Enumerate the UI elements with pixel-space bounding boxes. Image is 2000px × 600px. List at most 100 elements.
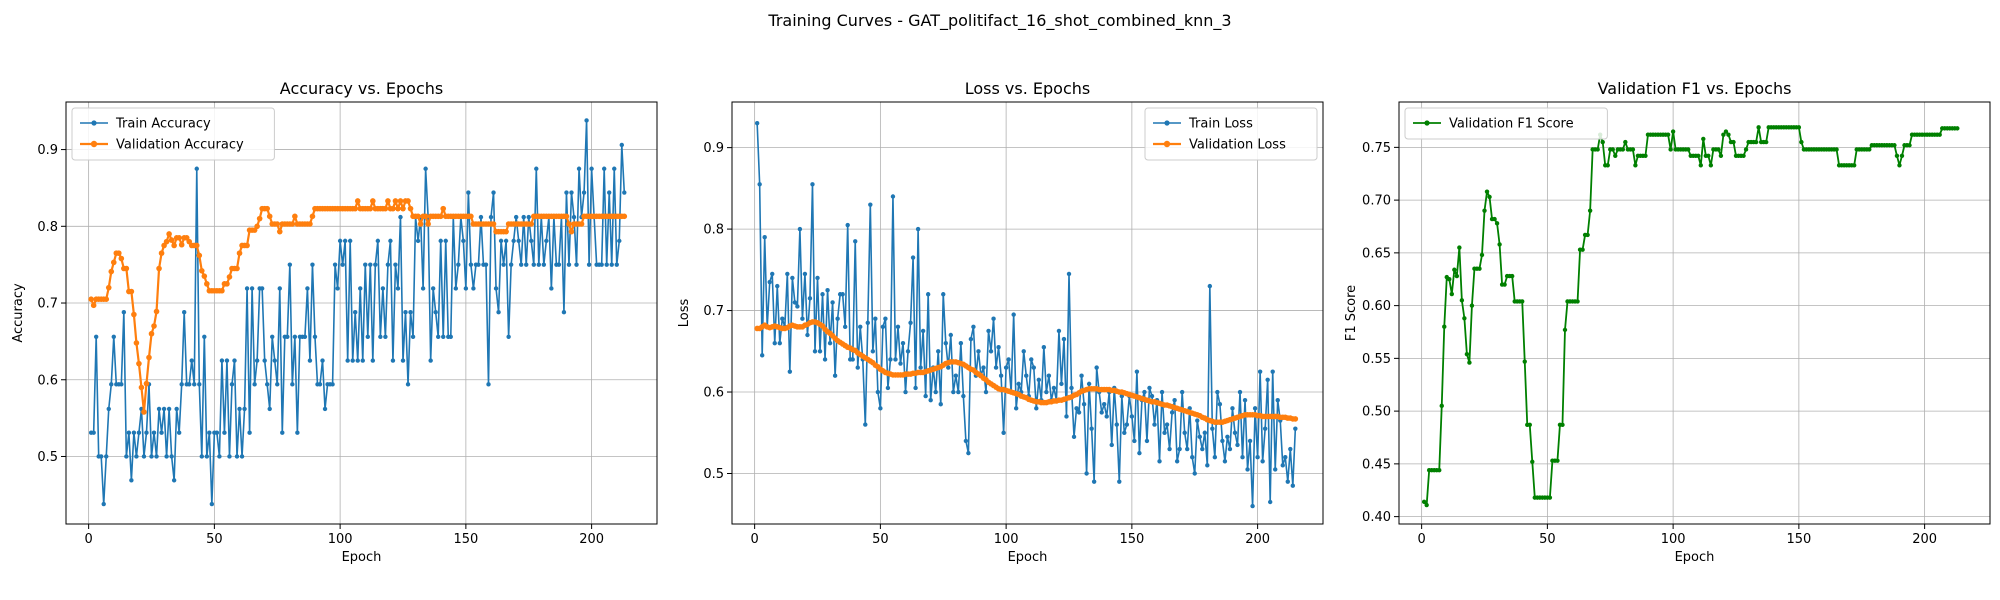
data-point <box>307 358 313 363</box>
data-point <box>1210 426 1215 431</box>
data-point <box>561 310 567 315</box>
data-point <box>493 286 499 291</box>
data-point <box>910 255 916 260</box>
data-point <box>224 281 230 287</box>
data-point <box>1137 450 1142 456</box>
data-point <box>578 221 585 227</box>
data-point <box>933 389 938 395</box>
series-train-accuracy <box>88 118 627 507</box>
data-point <box>759 353 765 358</box>
data-point <box>617 238 622 244</box>
data-point <box>1633 163 1638 168</box>
data-point <box>1076 410 1082 415</box>
y-tick-label: 0.5 <box>703 467 724 482</box>
data-point <box>468 213 474 220</box>
data-point <box>398 214 403 220</box>
data-point <box>163 238 170 245</box>
legend-box <box>1404 107 1608 140</box>
data-point <box>176 235 182 241</box>
data-point <box>226 274 233 280</box>
y-tick-label: 0.55 <box>1362 352 1391 367</box>
y-tick-label: 0.7 <box>37 297 58 312</box>
data-point <box>217 454 222 459</box>
data-point <box>1721 132 1726 137</box>
data-point <box>440 205 447 212</box>
data-point <box>1686 147 1691 152</box>
data-point <box>1172 397 1177 403</box>
data-point <box>204 454 210 459</box>
data-point <box>878 406 883 411</box>
data-point <box>913 385 918 391</box>
data-point <box>1442 324 1447 329</box>
data-point <box>123 265 130 272</box>
data-point <box>199 454 204 459</box>
data-point <box>1081 402 1087 407</box>
data-point <box>920 328 926 334</box>
data-point <box>1270 369 1275 374</box>
data-point <box>388 238 393 244</box>
data-point <box>528 221 535 227</box>
data-point <box>1955 126 1960 131</box>
data-point <box>812 349 818 354</box>
data-point <box>941 292 946 297</box>
data-point <box>202 334 207 339</box>
legend-marker <box>1424 120 1430 126</box>
data-point <box>169 454 174 459</box>
data-point <box>292 334 298 339</box>
data-point <box>335 286 340 291</box>
data-point <box>156 406 162 412</box>
data-point <box>395 286 401 291</box>
data-point <box>354 198 361 204</box>
data-point <box>1217 402 1223 407</box>
y-tick-label: 0.9 <box>703 141 724 156</box>
data-point <box>358 286 363 291</box>
data-point <box>247 430 252 435</box>
data-point <box>1202 430 1208 435</box>
data-point <box>219 358 225 363</box>
data-point <box>1899 153 1905 159</box>
data-point <box>1756 125 1761 130</box>
data-point <box>953 373 959 378</box>
data-point <box>853 239 858 244</box>
data-point <box>166 406 172 412</box>
data-point <box>1192 471 1197 476</box>
data-point <box>1421 499 1427 505</box>
data-point <box>1091 479 1097 484</box>
x-tick-label: 100 <box>1661 532 1686 547</box>
data-point <box>305 286 310 291</box>
data-point <box>1892 143 1897 148</box>
data-point <box>104 454 109 459</box>
data-point <box>154 454 159 459</box>
data-point <box>506 334 511 339</box>
data-point <box>207 430 212 435</box>
data-point <box>845 222 850 228</box>
data-point <box>136 360 142 367</box>
data-point <box>807 296 813 301</box>
data-point <box>569 190 574 195</box>
data-point <box>1064 414 1069 419</box>
data-point <box>1937 132 1942 137</box>
data-point <box>1867 147 1872 152</box>
data-point <box>496 310 501 315</box>
data-point <box>129 478 134 483</box>
data-point <box>292 213 298 220</box>
data-point <box>1852 163 1857 168</box>
data-point <box>1036 377 1042 382</box>
data-point <box>1288 446 1293 452</box>
data-point <box>380 286 386 291</box>
data-point <box>1600 139 1605 145</box>
data-point <box>888 357 893 362</box>
data-point <box>209 501 215 507</box>
x-axis-label: Epoch <box>342 550 382 565</box>
data-point <box>176 430 182 435</box>
data-point <box>1753 139 1759 145</box>
data-point <box>456 262 461 267</box>
data-point <box>159 430 164 435</box>
data-point <box>1834 147 1839 152</box>
data-point <box>373 262 378 267</box>
data-point <box>101 501 106 507</box>
data-point <box>1701 136 1706 142</box>
data-point <box>556 262 562 267</box>
data-point <box>1102 402 1107 407</box>
data-point <box>795 304 800 309</box>
